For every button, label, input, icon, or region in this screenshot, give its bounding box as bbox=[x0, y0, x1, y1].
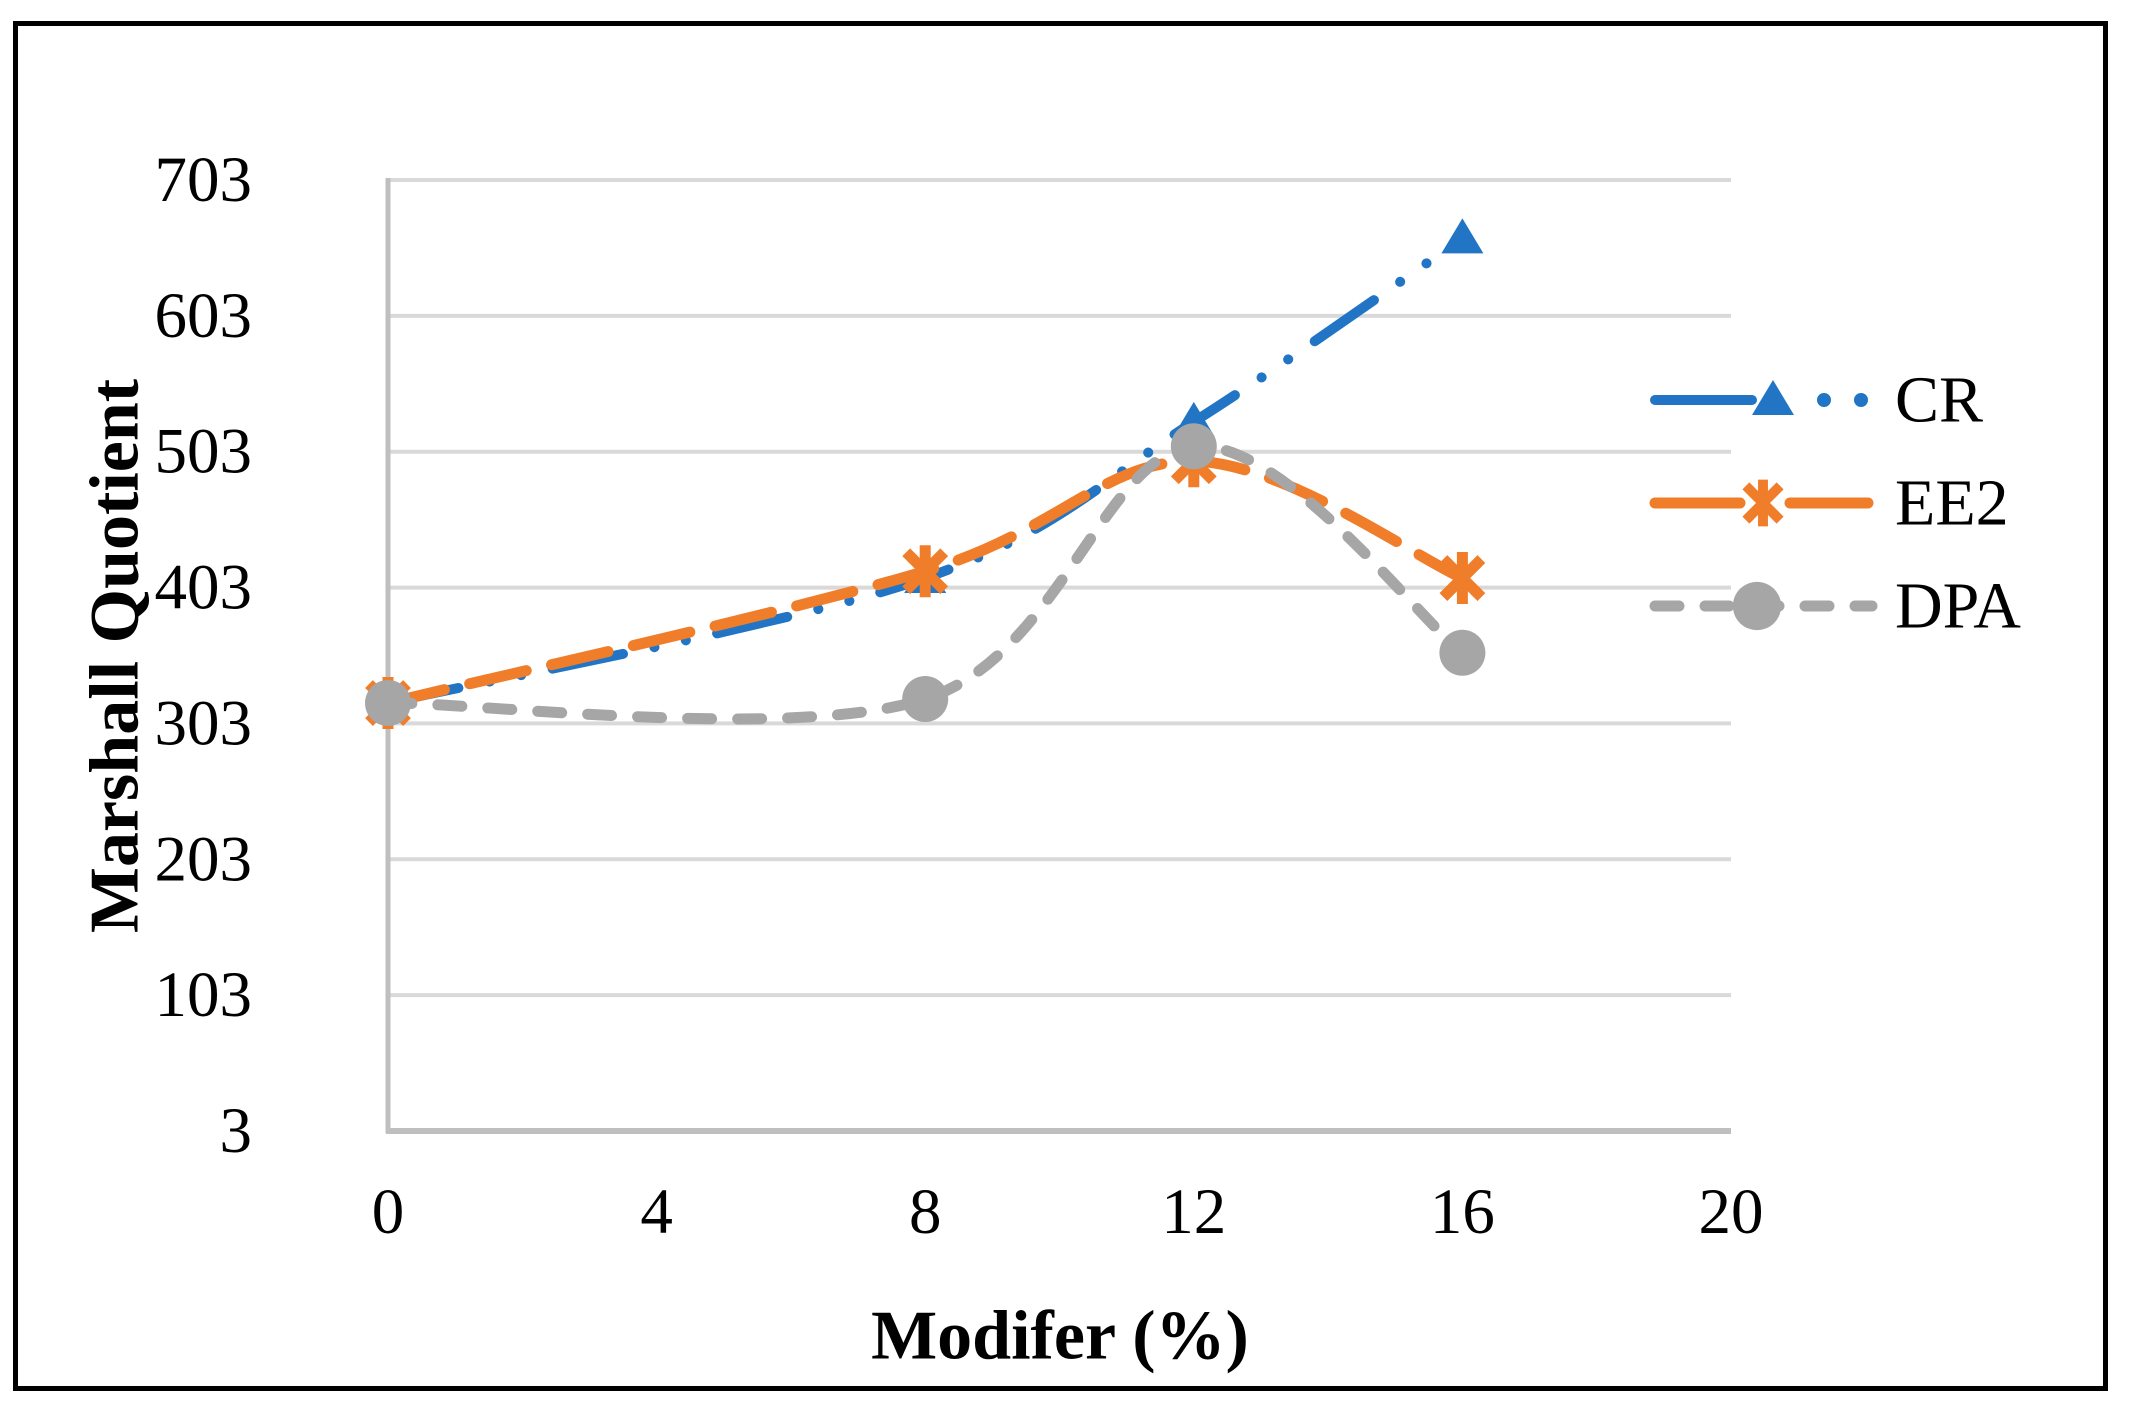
y-tick-label-303: 303 bbox=[155, 687, 253, 759]
x-tick-label-20: 20 bbox=[1699, 1176, 1764, 1248]
y-tick-label-403: 403 bbox=[155, 552, 253, 624]
y-tick-label-703: 703 bbox=[155, 144, 253, 216]
x-tick-label-8: 8 bbox=[909, 1176, 942, 1248]
legend-dot-cr-1 bbox=[1817, 393, 1831, 407]
legend-group: CR EE2 DPA bbox=[1649, 364, 2021, 643]
marker-dpa-x16 bbox=[1439, 629, 1486, 676]
legend-dot-cr-2 bbox=[1854, 393, 1868, 407]
marker-ee2-x16 bbox=[1439, 552, 1486, 605]
series-cr bbox=[367, 218, 1484, 719]
series-dpa bbox=[365, 423, 1486, 727]
legend-marker-dpa-circle bbox=[1732, 581, 1782, 631]
legend-label-dpa: DPA bbox=[1895, 570, 2021, 643]
marker-cr-x16 bbox=[1441, 218, 1484, 254]
legend-label-cr: CR bbox=[1895, 364, 1983, 437]
series-line-ee2 bbox=[382, 455, 1468, 709]
marker-dpa-x0 bbox=[365, 680, 411, 727]
axis-titles-group: Marshall Quotient Modifer (%) bbox=[77, 379, 1249, 1375]
marker-dpa-x8 bbox=[902, 675, 949, 722]
legend-label-ee2: EE2 bbox=[1895, 467, 2009, 540]
y-tick-label-3: 3 bbox=[220, 1095, 253, 1167]
gridlines-group bbox=[388, 178, 1731, 1133]
figure-border-frame bbox=[13, 21, 2108, 1391]
y-tick-label-103: 103 bbox=[155, 959, 253, 1031]
legend-item-dpa: DPA bbox=[1649, 570, 2021, 643]
x-axis-title: Modifer (%) bbox=[871, 1298, 1249, 1375]
x-tick-label-12: 12 bbox=[1161, 1176, 1226, 1248]
y-tick-label-603: 603 bbox=[155, 280, 253, 352]
x-tick-label-0: 0 bbox=[372, 1176, 405, 1248]
marker-ee2-x8 bbox=[902, 545, 949, 598]
series-line-dpa bbox=[382, 440, 1468, 725]
legend-item-cr: CR bbox=[1650, 364, 1983, 437]
legend-marker-cr-triangle bbox=[1752, 380, 1794, 415]
y-tick-label-503: 503 bbox=[155, 416, 253, 488]
legend-marker-ee2-asterisk bbox=[1742, 479, 1784, 527]
y-tick-label-203: 203 bbox=[155, 823, 253, 895]
tick-labels-group: 703 603 503 403 303 203 103 3 0 4 8 12 16 20 bbox=[155, 144, 1764, 1248]
series-group bbox=[365, 218, 1486, 730]
legend-item-ee2: EE2 bbox=[1649, 467, 2009, 540]
x-tick-label-16: 16 bbox=[1430, 1176, 1495, 1248]
x-tick-label-4: 4 bbox=[640, 1176, 673, 1248]
series-line-cr bbox=[383, 233, 1468, 709]
marker-dpa-x12 bbox=[1170, 423, 1217, 470]
axes-group bbox=[385, 178, 1731, 1134]
y-axis-title: Marshall Quotient bbox=[77, 379, 154, 933]
